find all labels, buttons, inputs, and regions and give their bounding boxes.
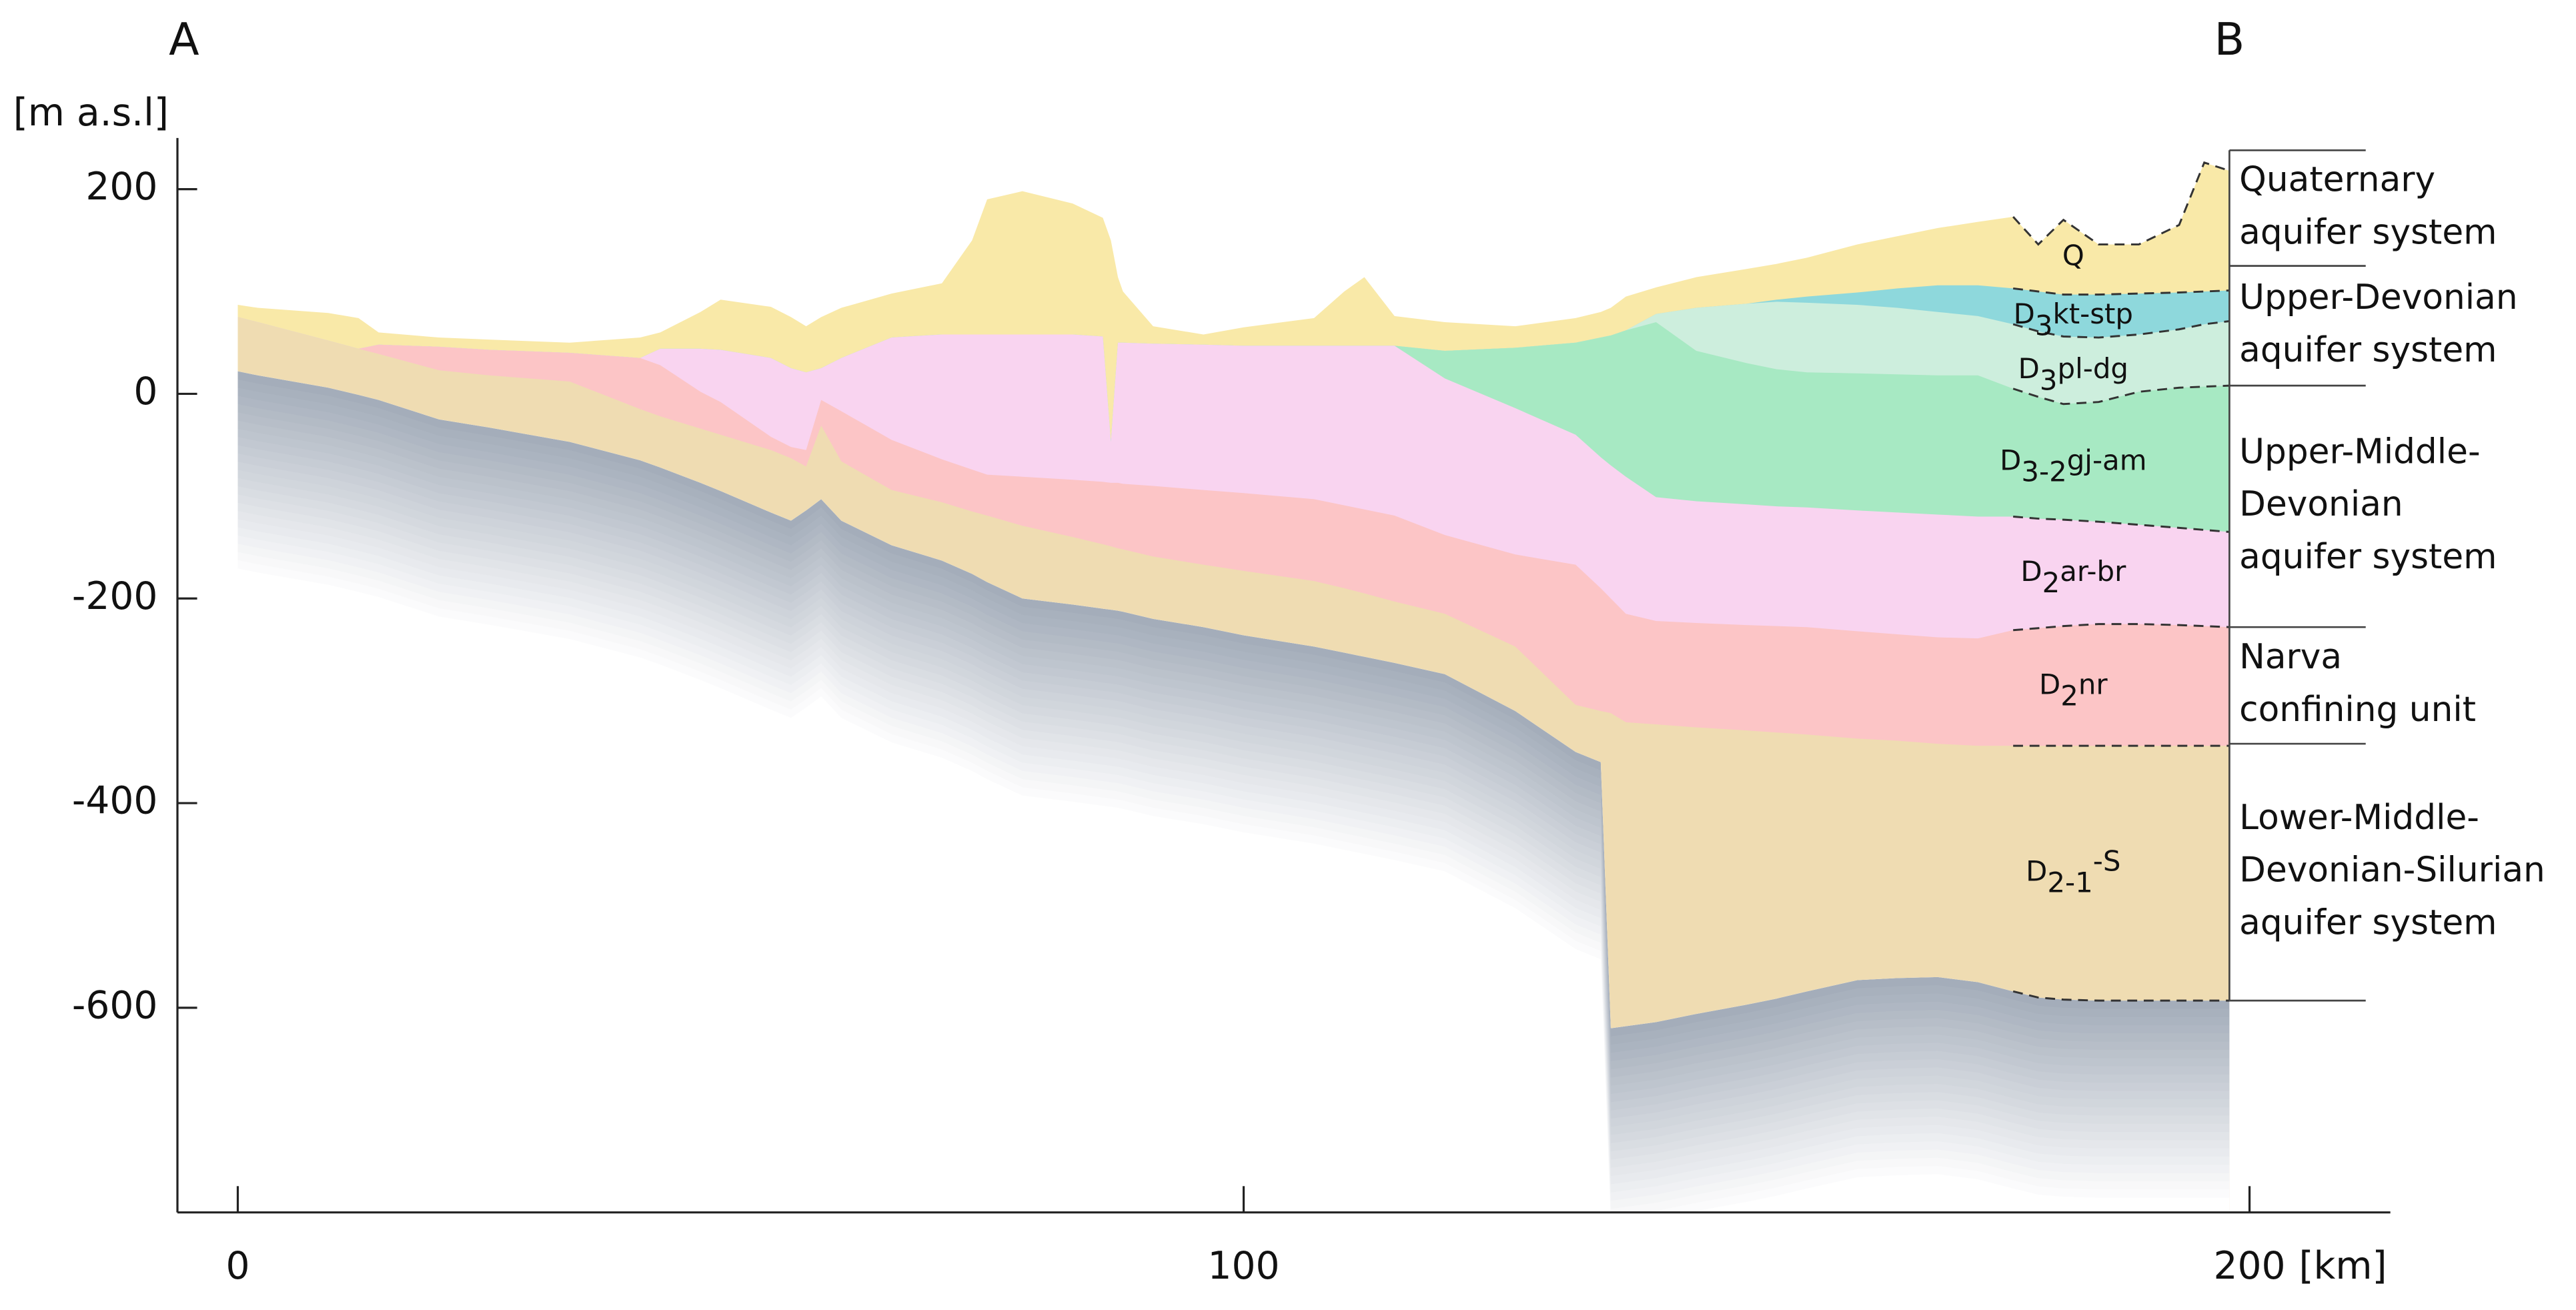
label-part: ar-br <box>2060 554 2126 587</box>
boundary-dash <box>2012 161 2230 246</box>
label-part: 2-1 <box>2047 866 2092 898</box>
boundary-dash <box>2012 287 2230 296</box>
label-part: nr <box>2078 668 2108 700</box>
label-part: D <box>2000 444 2021 476</box>
unit-label: Lower-Middle- <box>2239 798 2479 838</box>
label-part: 2 <box>2060 679 2078 712</box>
label-part: 3 <box>2040 364 2058 396</box>
boundary-dash <box>2012 990 2230 1002</box>
unit-label: aquifer system <box>2239 537 2497 577</box>
unit-label: aquifer system <box>2239 330 2497 370</box>
label-part: 3 <box>2035 309 2053 342</box>
x-tick-label: 0 <box>225 1244 249 1288</box>
unit-label: Quaternary <box>2239 160 2435 200</box>
label-part: Q <box>2062 239 2084 271</box>
unit-label: aquifer system <box>2239 212 2497 252</box>
unit-label: confining unit <box>2239 690 2476 730</box>
boundary-dash <box>2012 320 2230 339</box>
layer-label: D2nr <box>2039 668 2108 712</box>
layer-label: Q <box>2062 239 2084 271</box>
label-part: D <box>2020 554 2042 587</box>
section-end: B <box>2214 13 2245 65</box>
x-tick-label: 200 <box>2214 1244 2286 1288</box>
boundary-dash <box>2013 623 2230 632</box>
y-axis-label: [m a.s.l] <box>13 91 169 135</box>
y-tick-label: 0 <box>133 370 157 414</box>
layer-label: D2ar-br <box>2020 554 2126 598</box>
unit-label: Devonian <box>2239 484 2403 524</box>
y-tick-label: -600 <box>72 983 158 1027</box>
label-part: pl-dg <box>2058 352 2128 385</box>
layer-label: D3-2gj-am <box>2000 444 2146 488</box>
unit-label: aquifer system <box>2239 902 2497 942</box>
x-tick-label: 100 <box>1207 1244 1279 1288</box>
label-part: D <box>2026 854 2047 887</box>
label-part: -S <box>2093 844 2121 877</box>
unit-label: Upper-Devonian <box>2239 277 2517 317</box>
label-part: 3-2 <box>2021 455 2066 488</box>
basement <box>237 371 2230 1213</box>
label-part: kt-stp <box>2052 297 2133 330</box>
label-part: D <box>2014 297 2035 330</box>
y-tick-label: -200 <box>72 574 158 618</box>
boundary-dash <box>2013 516 2230 533</box>
y-tick-label: -400 <box>72 779 158 823</box>
unit-label: Devonian-Silurian <box>2239 850 2545 890</box>
layer-label: D3pl-dg <box>2018 352 2128 396</box>
label-part: gj-am <box>2067 444 2147 476</box>
label-part: D <box>2039 668 2060 700</box>
section-start: A <box>169 13 199 65</box>
label-part: D <box>2018 352 2040 385</box>
layer-label: D2-1-S <box>2026 844 2120 898</box>
layer-label: D3kt-stp <box>2014 297 2133 342</box>
x-axis-unit: [km] <box>2299 1244 2387 1288</box>
unit-label: Upper-Middle- <box>2239 432 2480 472</box>
label-part: 2 <box>2042 566 2060 599</box>
y-tick-label: 200 <box>85 165 157 209</box>
unit-label: Narva <box>2239 637 2342 677</box>
